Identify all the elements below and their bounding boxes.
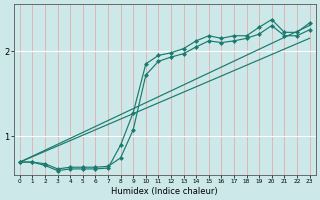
X-axis label: Humidex (Indice chaleur): Humidex (Indice chaleur) bbox=[111, 187, 218, 196]
